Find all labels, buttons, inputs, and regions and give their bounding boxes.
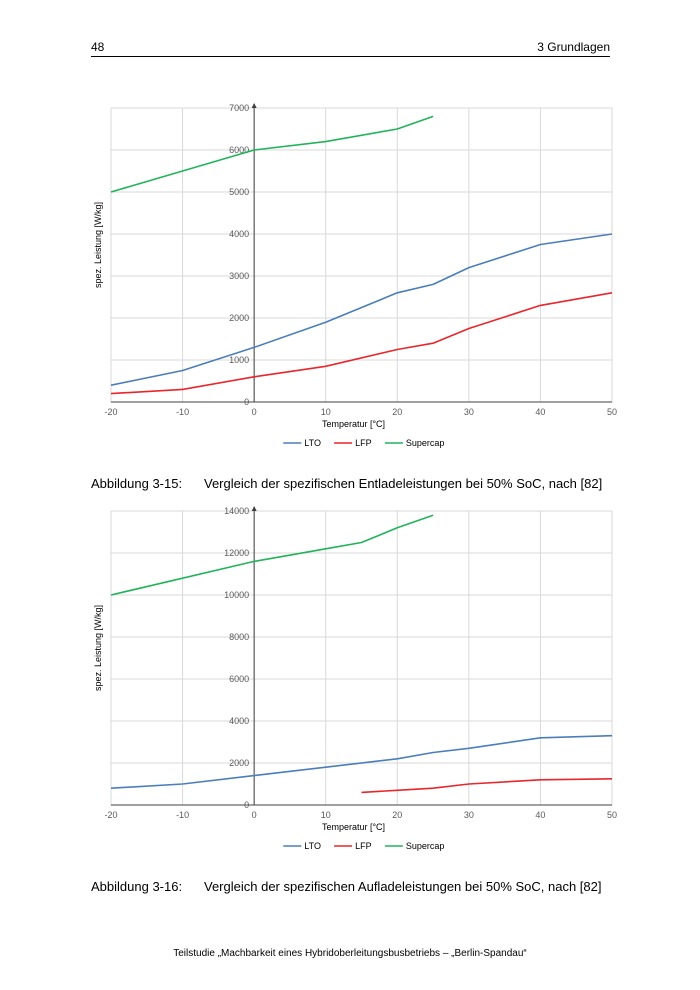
legend-label-lto: LTO bbox=[304, 841, 321, 851]
x-tick-label: -10 bbox=[176, 407, 189, 417]
page-header: 48 3 Grundlagen bbox=[91, 40, 610, 57]
chapter-title: 3 Grundlagen bbox=[537, 40, 610, 54]
x-axis-title: Temperatur [°C] bbox=[322, 822, 385, 832]
y-tick-label: 4000 bbox=[229, 716, 249, 726]
legend: LTO LFP Supercap bbox=[283, 841, 444, 851]
legend-label-supercap: Supercap bbox=[406, 841, 445, 851]
legend-label-lfp: LFP bbox=[355, 841, 372, 851]
y-tick-label: 12000 bbox=[224, 548, 249, 558]
chart-charge-power: -20 -10 0 10 20 30 40 50 0 2000 4000 6000 8000 10000 1… bbox=[91, 503, 621, 853]
y-axis-arrow bbox=[251, 506, 257, 511]
chart-svg: -20 -10 0 10 20 30 40 50 0 2000 4000 6000 8000 10000 1… bbox=[93, 506, 617, 851]
y-tick-label: 4000 bbox=[229, 229, 249, 239]
y-tick-label: 2000 bbox=[229, 758, 249, 768]
chart-svg: -20 -10 0 10 20 30 40 50 0 1000 2000 3000 4000 5000 60… bbox=[93, 103, 617, 448]
x-axis-title: Temperatur [°C] bbox=[322, 419, 385, 429]
y-tick-label: 8000 bbox=[229, 632, 249, 642]
legend: LTO LFP Supercap bbox=[283, 438, 444, 448]
caption-text: Vergleich der spezifischen Entladeleistu… bbox=[204, 476, 603, 491]
y-tick-label: 3000 bbox=[229, 271, 249, 281]
y-tick-label: 6000 bbox=[229, 674, 249, 684]
y-tick-label: 10000 bbox=[224, 590, 249, 600]
caption-label: Abbildung 3-16: bbox=[91, 879, 183, 894]
chart-discharge-power: -20 -10 0 10 20 30 40 50 0 1000 2000 3000 4000 5000 60… bbox=[91, 100, 621, 450]
y-tick-label: 5000 bbox=[229, 187, 249, 197]
y-axis-title: spez. Leistung [W/kg] bbox=[93, 202, 103, 288]
x-tick-label: 0 bbox=[252, 810, 257, 820]
legend-label-lfp: LFP bbox=[355, 438, 372, 448]
y-tick-label: 7000 bbox=[229, 103, 249, 113]
x-tick-label: 20 bbox=[392, 407, 402, 417]
legend-label-lto: LTO bbox=[304, 438, 321, 448]
caption-label: Abbildung 3-15: bbox=[91, 476, 183, 491]
y-tick-label: 1000 bbox=[229, 355, 249, 365]
x-tick-label: -20 bbox=[104, 407, 117, 417]
x-tick-label: 30 bbox=[464, 407, 474, 417]
x-tick-label: 40 bbox=[535, 810, 545, 820]
x-tick-label: 40 bbox=[535, 407, 545, 417]
y-tick-label: 0 bbox=[244, 397, 249, 407]
y-tick-label: 14000 bbox=[224, 506, 249, 516]
x-tick-label: 0 bbox=[252, 407, 257, 417]
x-tick-label: 10 bbox=[321, 810, 331, 820]
series-line-supercap bbox=[110, 514, 434, 596]
x-tick-label: 10 bbox=[321, 407, 331, 417]
x-tick-label: 30 bbox=[464, 810, 474, 820]
series-line-lto bbox=[110, 233, 613, 386]
series-line-lto bbox=[110, 734, 613, 789]
x-tick-label: -20 bbox=[104, 810, 117, 820]
y-axis-arrow bbox=[251, 103, 257, 108]
x-tick-label: 20 bbox=[392, 810, 402, 820]
legend-label-supercap: Supercap bbox=[406, 438, 445, 448]
y-tick-label: 2000 bbox=[229, 313, 249, 323]
x-tick-label: 50 bbox=[607, 407, 617, 417]
x-tick-label: -10 bbox=[176, 810, 189, 820]
y-tick-label: 0 bbox=[244, 800, 249, 810]
plot-area bbox=[110, 510, 613, 806]
page-footer: Teilstudie „Machbarkeit eines Hybridober… bbox=[173, 948, 527, 959]
series-line-supercap bbox=[110, 115, 434, 193]
page-number: 48 bbox=[91, 40, 105, 54]
series-line-lfp bbox=[361, 778, 613, 794]
caption-text: Vergleich der spezifischen Aufladeleistu… bbox=[204, 879, 602, 894]
series-line-lfp bbox=[110, 292, 613, 395]
y-tick-label: 6000 bbox=[229, 145, 249, 155]
y-axis-title: spez. Leistung [W/kg] bbox=[93, 605, 103, 691]
x-tick-label: 50 bbox=[607, 810, 617, 820]
